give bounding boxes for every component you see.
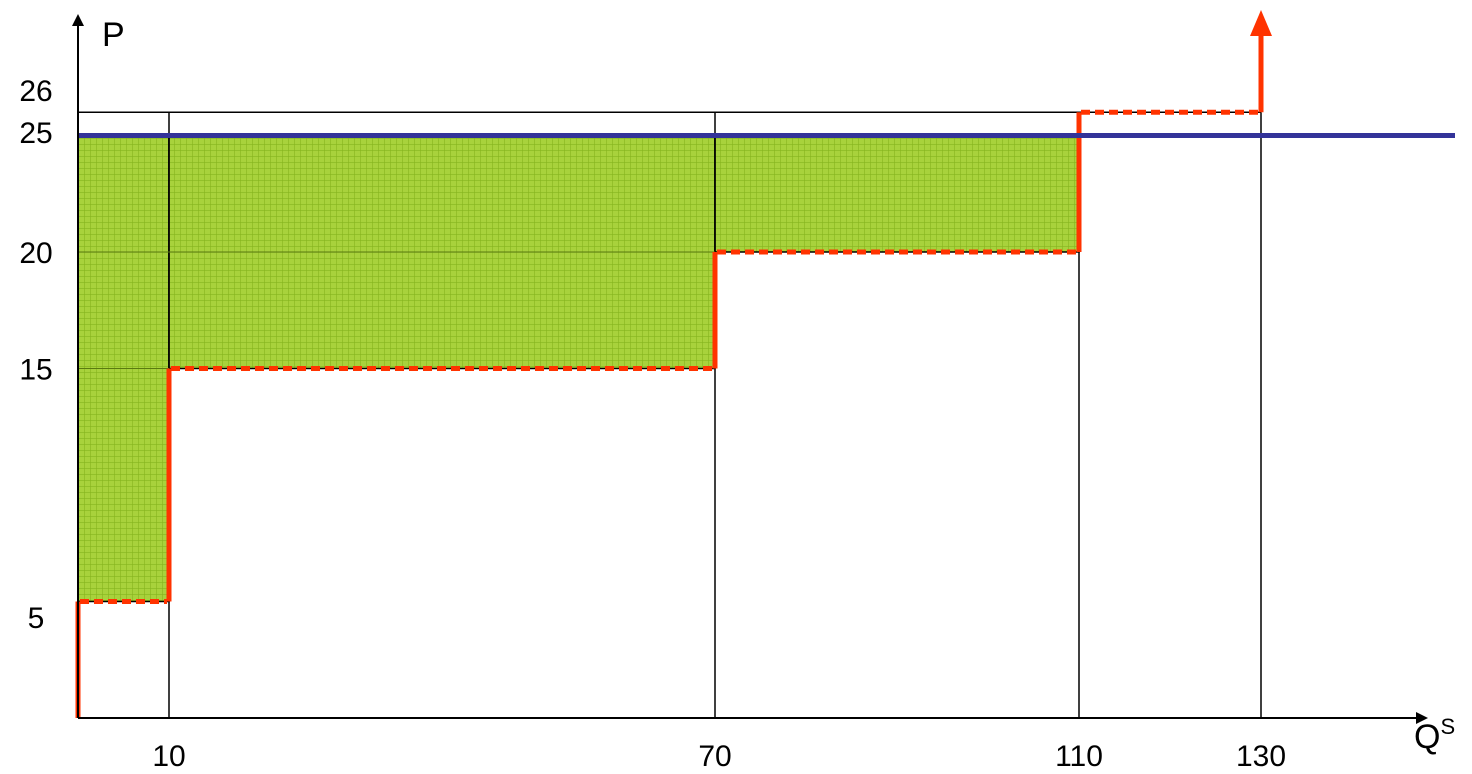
tick-labels: 10 70 110 130 5 15 20 25 26 (19, 75, 1286, 773)
x-axis-arrowhead (1416, 712, 1428, 724)
x-axis-label: QS (1414, 714, 1455, 756)
y-axis-label: P (102, 16, 125, 54)
surplus-block-3 (714, 134, 1080, 253)
supply-layer (75, 10, 1272, 718)
x-tick-label-130: 130 (1236, 740, 1286, 773)
y-tick-label-26: 26 (19, 75, 52, 108)
y-tick-label-25: 25 (19, 117, 52, 150)
y-axis-arrowhead (72, 14, 84, 26)
axis-layer (72, 14, 1428, 724)
supply-arrowhead (1250, 10, 1272, 36)
x-axis-label-superscript: S (1440, 714, 1455, 739)
x-tick-label-10: 10 (152, 740, 185, 773)
x-tick-label-70: 70 (698, 740, 731, 773)
y-tick-label-15: 15 (19, 354, 52, 387)
y-tick-label-5: 5 (28, 602, 45, 635)
x-tick-label-110: 110 (1055, 740, 1103, 773)
x-axis-label-main: Q (1414, 718, 1440, 756)
y-tick-label-20: 20 (19, 237, 52, 270)
